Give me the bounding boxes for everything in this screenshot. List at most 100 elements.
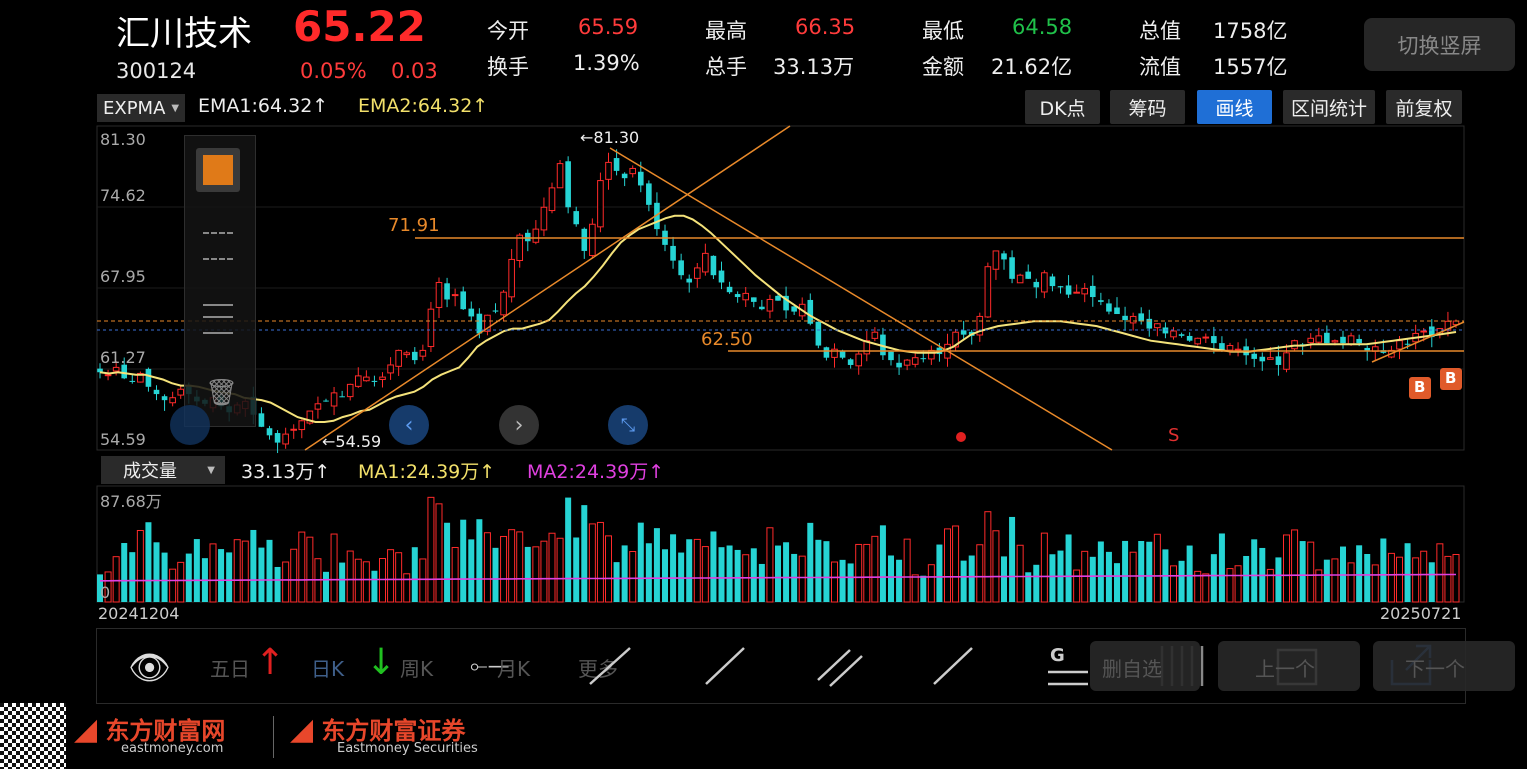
volume-bar: [718, 547, 725, 602]
vol-ma1-legend: MA1:24.39万↑: [358, 461, 496, 483]
indicator-selector[interactable]: EXPMA ▼: [97, 94, 185, 122]
candle: [500, 291, 507, 316]
period-day-k[interactable]: 日K: [311, 657, 345, 681]
volume-bar: [1243, 555, 1250, 602]
volume-bar: [734, 549, 741, 602]
dk-point-button[interactable]: DK点: [1025, 90, 1100, 124]
arrow-down-icon[interactable]: ↓: [366, 642, 397, 683]
volume-bar: [783, 542, 790, 602]
volume-bar: [306, 536, 314, 603]
candle: [1089, 285, 1096, 298]
draw-tool-panel: 🗑: [184, 135, 256, 427]
volume-bar: [145, 522, 152, 602]
drawn-trendline-up[interactable]: [304, 125, 791, 451]
candle: [1226, 345, 1234, 351]
volume-bar: [339, 562, 346, 602]
volume-bar: [936, 544, 943, 602]
segment-tool-icon[interactable]: [589, 647, 631, 685]
forward-adjust-button[interactable]: 前复权: [1386, 90, 1462, 124]
volume-bar: [823, 541, 830, 602]
next-stock-button[interactable]: [1373, 641, 1515, 691]
drawn-trendline-down[interactable]: [609, 147, 1113, 451]
candle: [855, 353, 863, 367]
color-picker-button[interactable]: [196, 148, 240, 192]
candle: [153, 389, 160, 395]
fullscreen-toggle-button[interactable]: 切换竖屏: [1364, 18, 1515, 71]
date-end-label: 20250721: [1380, 604, 1462, 623]
horizontal-ray-icon[interactable]: ⟜—: [470, 654, 510, 679]
volume-bar: [645, 543, 652, 602]
volume-bar: [169, 568, 177, 603]
trash-icon[interactable]: 🗑: [205, 378, 239, 408]
candle: [1114, 307, 1120, 315]
candle: [339, 396, 345, 398]
candle: [1404, 343, 1411, 345]
candle: [1324, 332, 1330, 344]
volume-bar: [839, 559, 846, 602]
volume-bar: [274, 566, 281, 602]
volume-bar: [1226, 568, 1234, 603]
scroll-left-button[interactable]: ‹: [389, 405, 429, 445]
drawn-trendline-recent[interactable]: [1371, 321, 1465, 363]
parallel-tool-icon[interactable]: [817, 649, 851, 681]
remove-watchlist-button[interactable]: [1090, 641, 1200, 691]
candle: [1340, 336, 1346, 344]
candle: [371, 380, 378, 382]
arrow-up-icon[interactable]: ↑: [255, 642, 286, 683]
volume-bar: [136, 529, 144, 603]
volume-bar: [701, 546, 709, 603]
candle: [759, 306, 765, 310]
candle: [468, 308, 475, 317]
candle: [1041, 272, 1048, 293]
buy-signal-markers: [1409, 368, 1462, 399]
range-stats-button[interactable]: 区间统计: [1283, 90, 1375, 124]
volume-bar: [241, 540, 249, 603]
change-amount: 0.03: [391, 59, 438, 83]
nav-left-edge-button[interactable]: [170, 405, 210, 445]
volume-bar: [121, 543, 128, 602]
volume-bar: [984, 511, 992, 603]
candle: [161, 396, 168, 401]
volume-bar: [1218, 533, 1225, 602]
scroll-right-button[interactable]: ›: [499, 405, 539, 445]
period-month-k[interactable]: 月K: [497, 657, 531, 681]
eye-icon[interactable]: 👁: [128, 648, 172, 688]
period-week-k[interactable]: 周K: [400, 657, 434, 681]
line-style-icon[interactable]: [203, 232, 233, 260]
range-stats-label: 区间统计: [1290, 97, 1367, 120]
prev-stock-button[interactable]: [1218, 641, 1360, 691]
volume-bar: [1291, 529, 1299, 603]
volume-bar: [686, 539, 693, 602]
volume-bar: [1444, 555, 1452, 603]
line-width-icon[interactable]: [203, 304, 233, 334]
eastmoney-logo: ◢ 东方财富网: [74, 712, 226, 747]
volume-bar: [1307, 541, 1315, 603]
volume-bar: [387, 549, 395, 603]
volume-bar: [500, 535, 508, 603]
candle: [1234, 348, 1242, 351]
candle: [1202, 336, 1210, 339]
candle: [177, 388, 185, 396]
chips-label: 筹码: [1128, 97, 1167, 120]
zoom-in-button[interactable]: ⤡: [608, 405, 648, 445]
ray-tool-icon[interactable]: [933, 647, 973, 685]
volume-bar: [1452, 553, 1460, 603]
volume-bar: [492, 547, 499, 602]
volume-bar: [863, 543, 871, 603]
volume-indicator-selector[interactable]: 成交量 ▼: [101, 456, 225, 484]
volume-bar: [775, 545, 781, 602]
volume-bar: [1049, 554, 1056, 602]
grid-lines: [97, 206, 1464, 370]
volume-bar: [153, 542, 160, 602]
volume-zero-label: 0: [100, 583, 111, 602]
period-five-day[interactable]: 五日: [210, 657, 250, 681]
line-tool-icon[interactable]: [705, 647, 745, 685]
stat-label-open: 今开: [487, 19, 529, 43]
draw-line-button[interactable]: 画线: [1197, 90, 1272, 124]
chips-button[interactable]: 筹码: [1110, 90, 1185, 124]
candle: [274, 433, 281, 443]
forward-adjust-label: 前复权: [1395, 97, 1453, 120]
volume-bar: [726, 545, 733, 602]
candle: [766, 298, 774, 312]
